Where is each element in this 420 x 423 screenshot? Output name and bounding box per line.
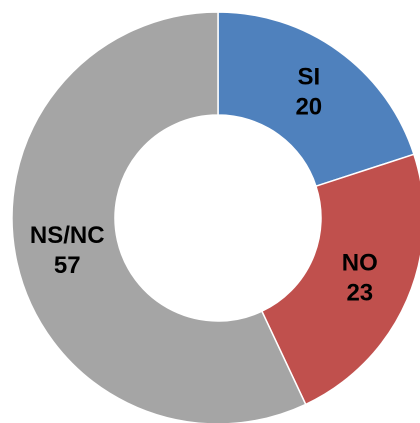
donut-slice — [217, 11, 415, 188]
slice-label: NO — [342, 250, 378, 277]
donut-slice — [260, 153, 420, 406]
slice-value: 23 — [346, 280, 373, 307]
slice-label: SI — [297, 63, 320, 90]
slice-value: 20 — [295, 93, 322, 120]
donut-slice — [11, 11, 307, 423]
slice-value: 57 — [54, 252, 81, 279]
slice-label: NS/NC — [30, 222, 105, 249]
